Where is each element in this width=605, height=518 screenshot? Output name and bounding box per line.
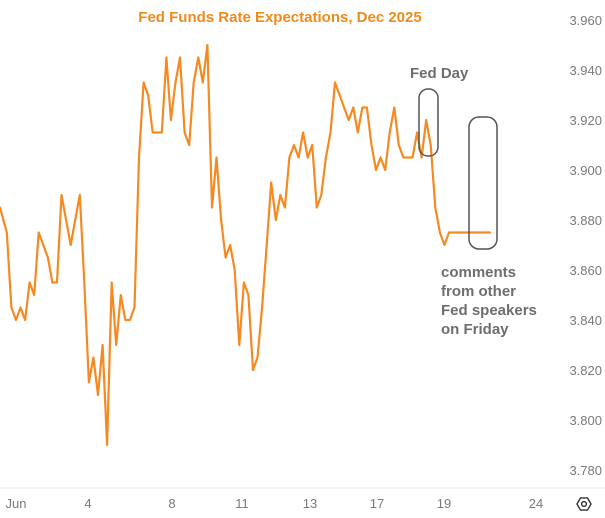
x-tick-label: 19 [437,496,451,511]
y-tick-label: 3.940 [569,63,602,78]
x-tick-label: 24 [529,496,543,511]
x-axis-ticks: Jun 4 8 11 13 17 19 24 [6,496,544,511]
chart-title: Fed Funds Rate Expectations, Dec 2025 [138,9,421,26]
y-tick-label: 3.840 [569,313,602,328]
y-axis-ticks: 3.960 3.940 3.920 3.900 3.880 3.860 3.84… [569,13,602,478]
y-tick-label: 3.860 [569,263,602,278]
y-tick-label: 3.880 [569,213,602,228]
y-tick-label: 3.780 [569,463,602,478]
annotation-fed-day-label: Fed Day [410,65,469,82]
x-tick-label: 13 [303,496,317,511]
annotation-friday-text: comments from other Fed speakers on Friday [441,264,537,338]
y-tick-label: 3.800 [569,413,602,428]
y-tick-label: 3.920 [569,113,602,128]
y-tick-label: 3.820 [569,363,602,378]
annotation-fed-day-highlight [418,88,439,157]
annotation-friday-highlight [468,116,498,250]
y-tick-label: 3.900 [569,163,602,178]
y-tick-label: 3.960 [569,13,602,28]
annotation-friday-text-line: on Friday [441,321,509,338]
settings-gear-icon[interactable] [576,497,592,511]
x-tick-label: 4 [84,496,91,511]
annotation-friday-text-line: comments [441,264,516,281]
x-tick-label: 11 [235,496,249,511]
x-tick-label: 8 [168,496,175,511]
series-line-fed-funds [0,43,492,447]
x-tick-label: 17 [370,496,384,511]
annotation-friday-text-line: Fed speakers [441,302,537,319]
x-tick-label: Jun [6,496,27,511]
annotation-friday-text-line: from other [441,283,516,300]
